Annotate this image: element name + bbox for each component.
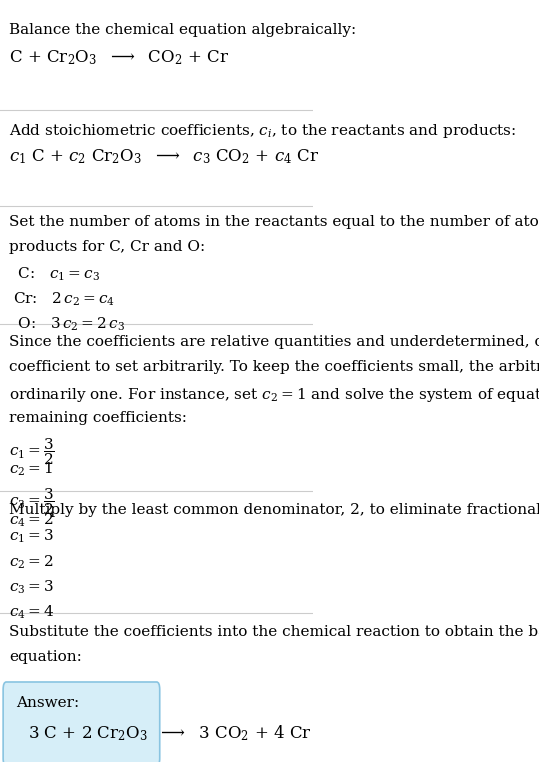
- Text: $c_2 = 1$: $c_2 = 1$: [9, 461, 53, 479]
- Text: remaining coefficients:: remaining coefficients:: [9, 411, 188, 424]
- Text: Balance the chemical equation algebraically:: Balance the chemical equation algebraica…: [9, 23, 357, 37]
- Text: Multiply by the least common denominator, 2, to eliminate fractional coefficient: Multiply by the least common denominator…: [9, 503, 539, 517]
- FancyBboxPatch shape: [3, 682, 160, 762]
- Text: ordinarily one. For instance, set $c_2 = 1$ and solve the system of equations fo: ordinarily one. For instance, set $c_2 =…: [9, 386, 539, 404]
- Text: $c_1 = 3$: $c_1 = 3$: [9, 528, 54, 546]
- Text: $c_3 = \dfrac{3}{2}$: $c_3 = \dfrac{3}{2}$: [9, 486, 56, 517]
- Text: $c_1 = \dfrac{3}{2}$: $c_1 = \dfrac{3}{2}$: [9, 436, 56, 466]
- Text: products for C, Cr and O:: products for C, Cr and O:: [9, 240, 206, 254]
- Text: C:   $c_1 = c_3$: C: $c_1 = c_3$: [12, 265, 99, 283]
- Text: O:   $3\,c_2 = 2\,c_3$: O: $3\,c_2 = 2\,c_3$: [12, 315, 125, 333]
- Text: Since the coefficients are relative quantities and underdetermined, choose a: Since the coefficients are relative quan…: [9, 335, 539, 349]
- Text: $c_4 = 2$: $c_4 = 2$: [9, 511, 54, 529]
- Text: $c_3 = 3$: $c_3 = 3$: [9, 578, 54, 596]
- Text: Cr:   $2\,c_2 = c_4$: Cr: $2\,c_2 = c_4$: [12, 290, 114, 308]
- Text: Set the number of atoms in the reactants equal to the number of atoms in the: Set the number of atoms in the reactants…: [9, 215, 539, 229]
- Text: C + Cr$_2$O$_3$  $\longrightarrow$  CO$_2$ + Cr: C + Cr$_2$O$_3$ $\longrightarrow$ CO$_2$…: [9, 48, 230, 67]
- Text: Answer:: Answer:: [16, 696, 79, 709]
- Text: Substitute the coefficients into the chemical reaction to obtain the balanced: Substitute the coefficients into the che…: [9, 625, 539, 639]
- Text: 3 C + 2 Cr$_2$O$_3$  $\longrightarrow$  3 CO$_2$ + 4 Cr: 3 C + 2 Cr$_2$O$_3$ $\longrightarrow$ 3 …: [28, 723, 312, 743]
- Text: coefficient to set arbitrarily. To keep the coefficients small, the arbitrary va: coefficient to set arbitrarily. To keep …: [9, 360, 539, 374]
- Text: $c_1$ C + $c_2$ Cr$_2$O$_3$  $\longrightarrow$  $c_3$ CO$_2$ + $c_4$ Cr: $c_1$ C + $c_2$ Cr$_2$O$_3$ $\longrighta…: [9, 147, 320, 166]
- Text: $c_4 = 4$: $c_4 = 4$: [9, 604, 54, 621]
- Text: $c_2 = 2$: $c_2 = 2$: [9, 553, 54, 571]
- Text: Add stoichiometric coefficients, $c_i$, to the reactants and products:: Add stoichiometric coefficients, $c_i$, …: [9, 122, 516, 140]
- Text: equation:: equation:: [9, 650, 82, 664]
